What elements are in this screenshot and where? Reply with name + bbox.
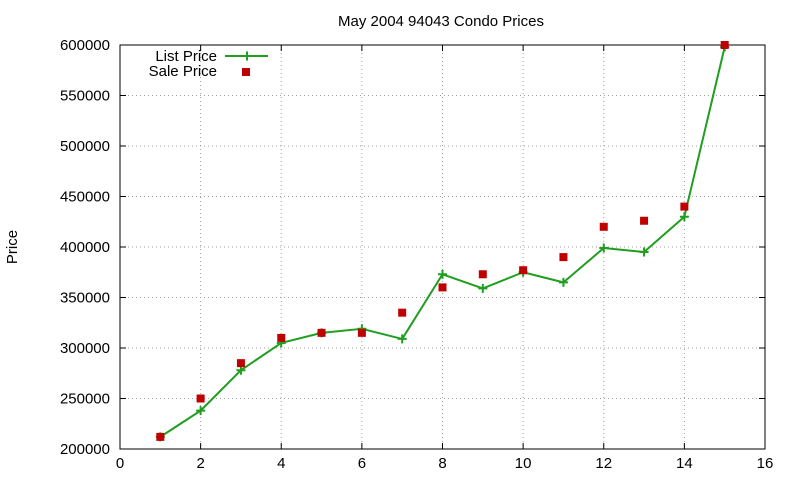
legend-label-list-price: List Price: [155, 48, 217, 65]
list-price-point: [558, 277, 568, 287]
x-tick-label: 12: [595, 455, 612, 472]
sale-price-point: [236, 359, 245, 368]
x-tick-label: 2: [196, 455, 204, 472]
sale-price-point: [559, 253, 568, 262]
list-price-point: [478, 283, 488, 293]
y-tick-label: 550000: [60, 88, 110, 105]
list-price-point: [196, 406, 206, 416]
sale-price-point: [398, 308, 407, 317]
legend: List Price Sale Price: [149, 48, 268, 80]
y-tick-label: 350000: [60, 290, 110, 307]
x-tick-label: 4: [277, 455, 285, 472]
chart-title: May 2004 94043 Condo Prices: [338, 13, 544, 30]
axes: 0 2 4 6 8 10 12 14 16 200000 250000 300000 350000 400…: [60, 37, 773, 472]
list-price-point: [599, 243, 609, 253]
legend-marker-sale-price: [242, 68, 250, 76]
x-tick-label: 6: [358, 455, 366, 472]
list-price-point: [679, 212, 689, 222]
x-tick-label: 0: [116, 455, 124, 472]
grid-lines: [120, 45, 765, 449]
list-price-point: [438, 269, 447, 279]
y-tick-label: 400000: [60, 239, 110, 256]
x-tick-label: 10: [515, 455, 532, 472]
sale-price-point: [720, 41, 729, 49]
y-tick-label: 200000: [60, 441, 110, 458]
list-price-point: [397, 334, 407, 344]
plot-area: [155, 41, 730, 442]
list-price-point: [236, 365, 246, 375]
sale-price-point: [196, 394, 205, 403]
x-tick-label: 14: [676, 455, 693, 472]
sale-price-point: [680, 202, 689, 211]
y-tick-label: 600000: [60, 37, 110, 54]
sale-price-point: [438, 283, 447, 292]
sale-price-point: [640, 216, 649, 225]
legend-marker-list-price: [242, 51, 252, 61]
list-price-point: [639, 247, 649, 257]
y-tick-label: 500000: [60, 138, 110, 155]
y-tick-label: 300000: [60, 340, 110, 357]
sale-price-point: [357, 328, 366, 337]
x-tick-label: 8: [438, 455, 446, 472]
sale-price-point: [599, 222, 608, 231]
legend-label-sale-price: Sale Price: [149, 63, 217, 80]
sale-price-point: [277, 333, 286, 342]
x-tick-label: 16: [757, 455, 774, 472]
y-tick-label: 250000: [60, 391, 110, 408]
sale-price-point: [519, 266, 528, 275]
y-axis-label: Price: [4, 230, 21, 264]
sale-price-point: [156, 432, 165, 441]
y-tick-label: 450000: [60, 189, 110, 206]
sale-price-point: [478, 270, 487, 279]
sale-price-point: [317, 328, 326, 337]
